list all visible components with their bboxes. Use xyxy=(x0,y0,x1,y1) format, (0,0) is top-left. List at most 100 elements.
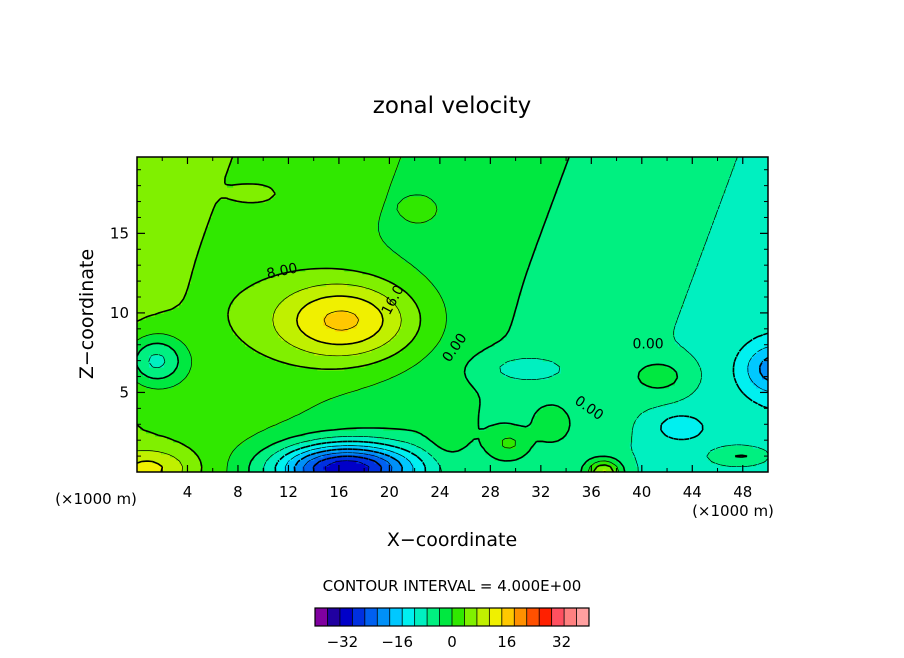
contour-cell xyxy=(263,184,390,188)
contour-cell xyxy=(536,247,706,251)
contour-cell xyxy=(164,376,186,380)
contour-cell xyxy=(443,298,520,302)
contour-cell xyxy=(296,316,324,320)
contour-cell xyxy=(296,346,378,350)
contour-cell xyxy=(524,274,694,278)
contour-cell xyxy=(557,190,727,194)
contour-cell xyxy=(230,160,400,164)
contour-cell xyxy=(521,286,691,290)
contour-cell xyxy=(206,226,378,230)
contour-cell xyxy=(638,466,768,470)
contour-cell xyxy=(188,289,243,293)
contour-cell xyxy=(707,238,768,242)
contour-cell xyxy=(731,172,768,176)
contour-cell xyxy=(392,337,415,341)
contour-cell xyxy=(305,433,424,437)
contour-cell xyxy=(765,448,768,452)
contour-cell xyxy=(515,307,682,311)
contour-cell xyxy=(377,226,544,230)
contour-cell xyxy=(557,184,727,188)
contour-cell xyxy=(383,358,424,362)
contour-cell xyxy=(188,283,255,287)
contour-cell xyxy=(389,247,538,251)
colorbar-swatch xyxy=(452,608,465,626)
contour-cell xyxy=(200,244,387,248)
contour-cell xyxy=(530,256,700,260)
contour-cell xyxy=(137,445,189,449)
contour-cell xyxy=(302,457,315,461)
contour-cell xyxy=(752,382,768,386)
contour-cell xyxy=(383,316,403,320)
contour-cell xyxy=(137,187,273,191)
contour-cell xyxy=(686,349,742,353)
contour-cell xyxy=(377,331,400,335)
contour-cell xyxy=(323,442,378,446)
contour-cell xyxy=(215,202,384,206)
contour-cell xyxy=(188,445,237,449)
contour-cell xyxy=(254,454,273,458)
contour-cell xyxy=(236,295,288,299)
contour-cell xyxy=(695,418,768,422)
contour-cell xyxy=(137,331,234,335)
contour-cell xyxy=(314,448,339,452)
contour-cell xyxy=(275,358,384,362)
contour-cell xyxy=(569,427,634,431)
contour-cell xyxy=(524,277,694,281)
colorbar-swatch xyxy=(464,608,478,626)
contour-cell xyxy=(137,268,195,272)
contour-cell xyxy=(185,292,240,296)
contour-cell xyxy=(266,427,357,431)
contour-cell xyxy=(299,289,375,293)
contour-cell xyxy=(137,193,276,197)
contour-cell xyxy=(326,469,369,472)
contour-cell xyxy=(395,169,565,173)
contour-cell xyxy=(260,451,276,455)
contour-cell xyxy=(164,310,228,314)
contour-cell xyxy=(443,448,463,452)
contour-cell xyxy=(398,208,439,212)
contour-cell xyxy=(230,322,273,326)
contour-cell xyxy=(548,208,718,212)
contour-cell xyxy=(137,433,156,437)
contour-cell xyxy=(194,259,406,263)
contour-cell xyxy=(389,340,412,344)
contour-cell xyxy=(401,466,415,470)
contour-cell xyxy=(287,295,333,299)
contour-cell xyxy=(386,460,400,464)
contour-cell xyxy=(383,379,469,383)
contour-cell xyxy=(380,463,390,467)
contour-cell xyxy=(137,280,192,284)
contour-cell xyxy=(635,421,664,425)
contour-cell xyxy=(296,322,324,326)
contour-cell xyxy=(275,442,300,446)
contour-cell xyxy=(737,355,754,359)
contour-cell xyxy=(278,334,306,338)
contour-line--20 xyxy=(303,452,393,472)
contour-cell xyxy=(182,466,204,470)
contour-cell xyxy=(182,463,201,467)
contour-cell xyxy=(188,370,406,374)
contour-cell xyxy=(422,448,445,452)
contour-cell xyxy=(275,424,481,428)
contour-cell xyxy=(137,166,231,170)
contour-cell xyxy=(137,391,351,395)
contour-cell xyxy=(512,316,679,320)
contour-cell xyxy=(233,448,264,452)
contour-line--4 xyxy=(148,157,768,472)
x-tick-label: 4 xyxy=(183,483,193,501)
contour-cell xyxy=(695,271,768,275)
contour-cell xyxy=(479,439,502,443)
contour-cell xyxy=(137,436,168,440)
contour-cell xyxy=(440,292,523,296)
contour-cell xyxy=(374,274,427,278)
contour-cell xyxy=(137,196,273,200)
contour-cell xyxy=(275,190,390,194)
contour-cell xyxy=(368,466,381,470)
contour-cell xyxy=(647,364,667,368)
contour-cell xyxy=(533,250,703,254)
contour-cell xyxy=(191,361,285,365)
contour-cell xyxy=(398,310,421,314)
contour-cell xyxy=(137,229,207,233)
contour-cell xyxy=(560,367,643,371)
contour-cell xyxy=(419,328,445,332)
